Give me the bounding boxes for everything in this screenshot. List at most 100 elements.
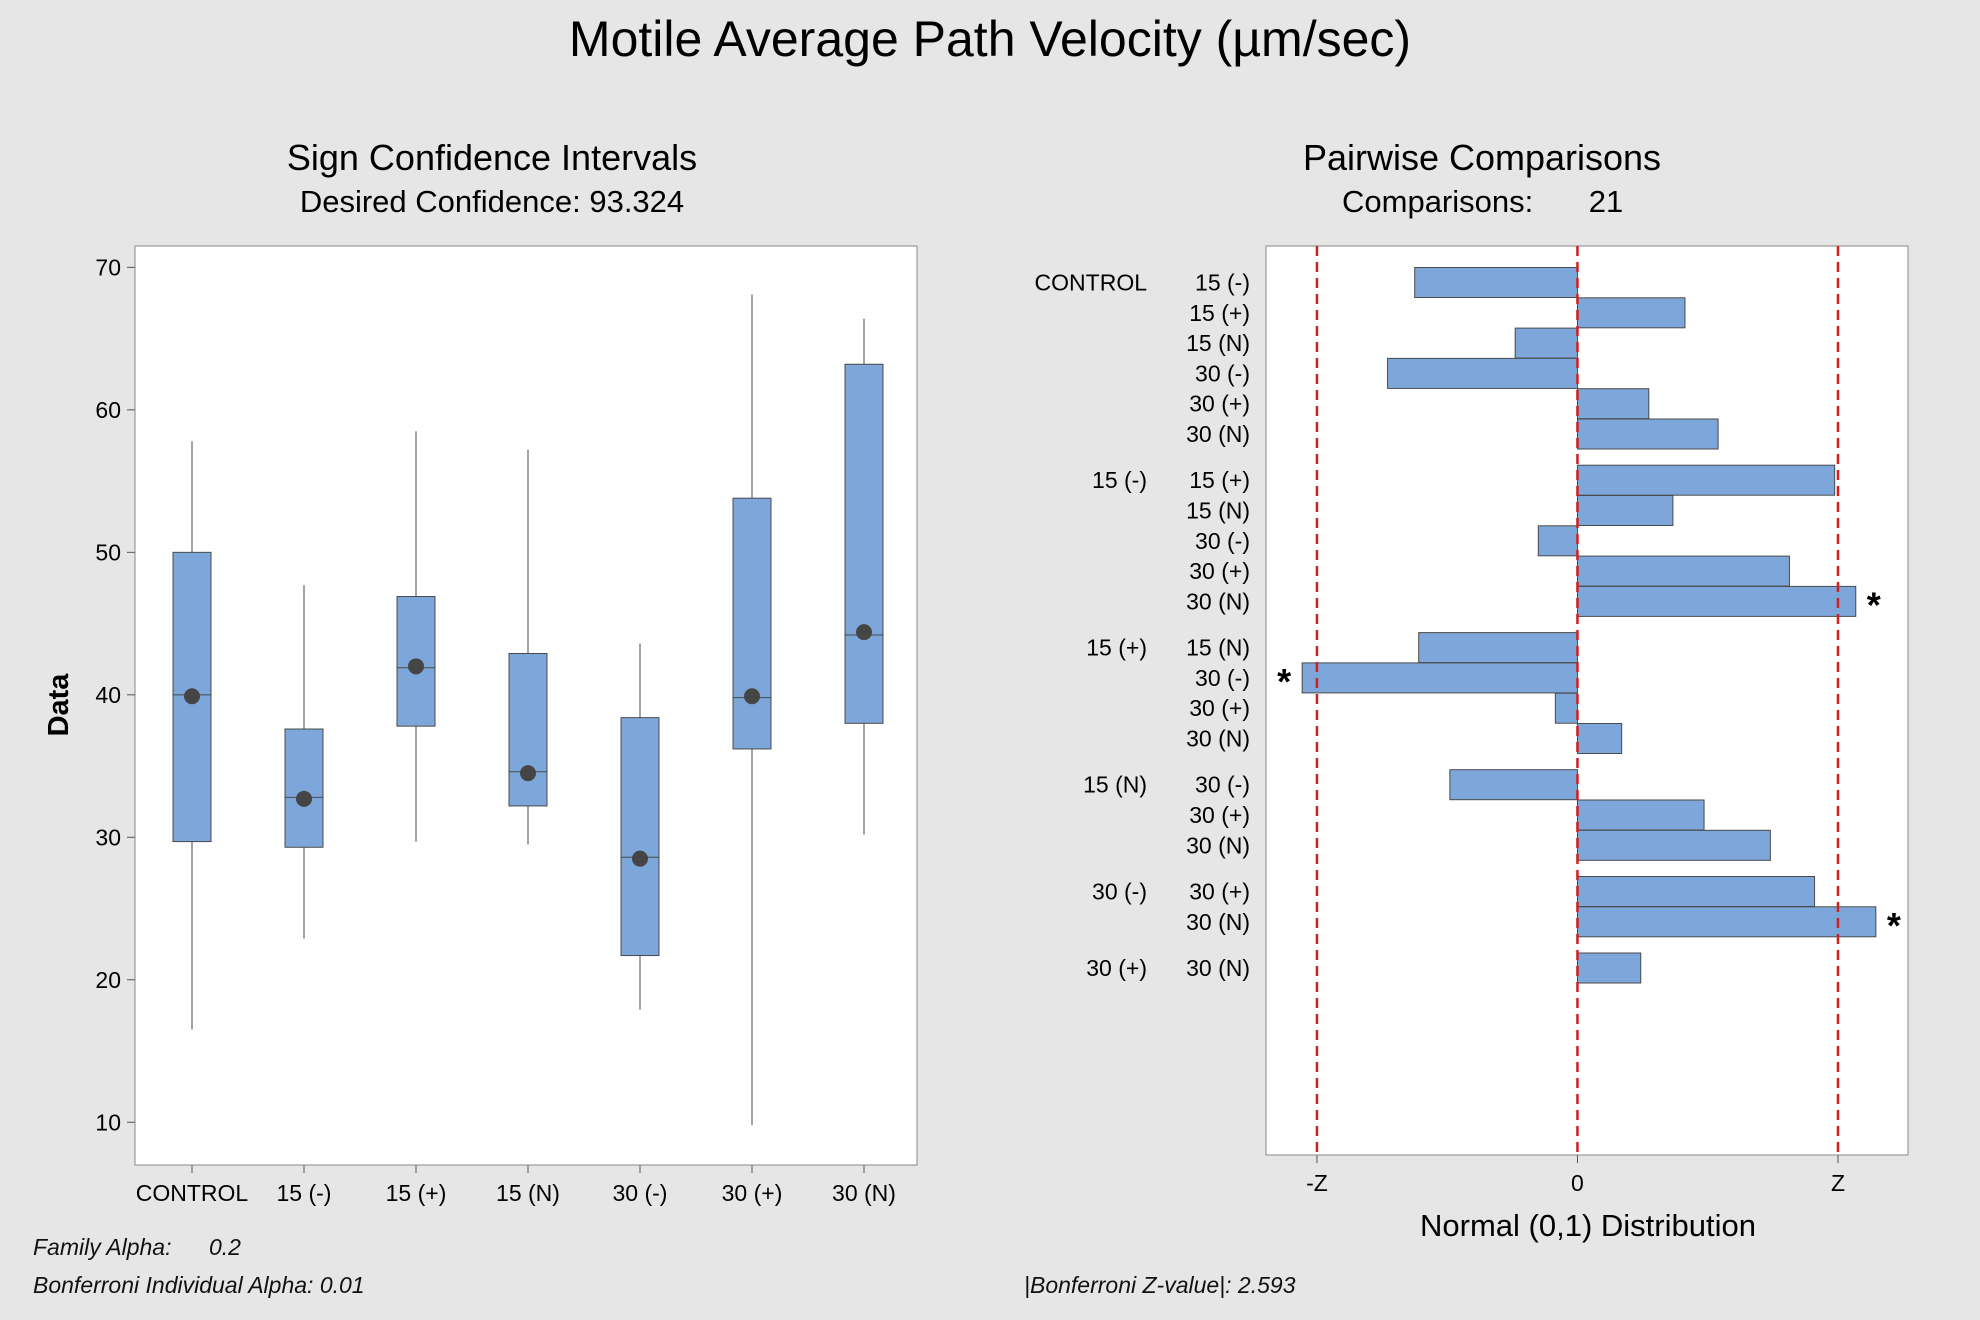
x-tick-label: CONTROL bbox=[136, 1180, 249, 1206]
group-label: CONTROL bbox=[1035, 270, 1148, 296]
reference-lines bbox=[1315, 246, 1840, 1155]
comparison-label: 15 (+) bbox=[1189, 467, 1250, 493]
left-axes: 10 20 30 40 50 60 70 CONTROL 15 (-) 15 (+) 15 (N) 3… bbox=[95, 254, 896, 1206]
box-plot-5 bbox=[732, 294, 772, 1126]
y-tick-label: 40 bbox=[95, 682, 121, 708]
median-point bbox=[520, 765, 536, 782]
comparison-label: 30 (N) bbox=[1186, 955, 1250, 981]
comparison-bar bbox=[1576, 799, 1705, 831]
group-label: 15 (N) bbox=[1083, 772, 1147, 798]
comparison-label: 15 (N) bbox=[1186, 635, 1250, 661]
iqr-box bbox=[844, 363, 884, 724]
comparison-bar bbox=[1449, 769, 1578, 801]
comparison-bar bbox=[1414, 267, 1578, 298]
pairwise-bars bbox=[1301, 267, 1877, 984]
iqr-box bbox=[284, 728, 324, 848]
comparison-bar bbox=[1301, 662, 1578, 694]
x-tick-label: 30 (N) bbox=[832, 1180, 896, 1206]
family-alpha-value: 0.2 bbox=[209, 1234, 241, 1260]
right-axes: -Z 0 Z bbox=[1306, 1155, 1845, 1196]
y-tick-label: 20 bbox=[95, 967, 121, 993]
comparison-label: 30 (-) bbox=[1195, 360, 1250, 386]
comparison-label: 30 (-) bbox=[1195, 528, 1250, 554]
comparison-label: 30 (-) bbox=[1195, 665, 1250, 691]
box-plots bbox=[172, 294, 884, 1126]
comparison-label: 15 (N) bbox=[1186, 330, 1250, 356]
comparison-label: 30 (N) bbox=[1186, 832, 1250, 858]
comparison-label: 15 (N) bbox=[1186, 498, 1250, 524]
x-tick-label: 30 (-) bbox=[613, 1180, 668, 1206]
comparison-bar bbox=[1576, 723, 1623, 754]
y-tick-label: 30 bbox=[95, 824, 121, 850]
comparison-label: 30 (N) bbox=[1186, 909, 1250, 935]
comparison-label: 30 (+) bbox=[1189, 802, 1250, 828]
comparison-label: 30 (N) bbox=[1186, 588, 1250, 614]
median-point bbox=[744, 688, 760, 705]
z-value-note: |Bonferroni Z-value|: 2.593 bbox=[1024, 1272, 1296, 1298]
right-x-axis-label: Normal (0,1) Distribution bbox=[1420, 1208, 1756, 1243]
box-plot-4 bbox=[620, 643, 660, 1010]
comparison-label: 30 (N) bbox=[1186, 726, 1250, 752]
comparison-label: 30 (+) bbox=[1189, 695, 1250, 721]
median-point bbox=[408, 658, 424, 675]
comparison-label: 30 (+) bbox=[1189, 558, 1250, 584]
comparison-label: 30 (+) bbox=[1189, 879, 1250, 905]
group-label: 30 (-) bbox=[1092, 879, 1147, 905]
pairwise-labels: CONTROL 15 (-) 15 (+) 15 (N) 30 (-) 30 (+) 30 … bbox=[1035, 270, 1901, 982]
group-label: 15 (-) bbox=[1092, 467, 1147, 493]
comparisons-label: Comparisons: bbox=[1342, 184, 1533, 219]
individual-alpha-note: Bonferroni Individual Alpha: 0.01 bbox=[33, 1272, 365, 1298]
comparison-bar bbox=[1576, 906, 1877, 938]
comparison-bar bbox=[1554, 692, 1578, 724]
x-tick-label: Z bbox=[1831, 1170, 1845, 1196]
box-plot-0 bbox=[172, 441, 212, 1030]
comparison-bar bbox=[1537, 525, 1578, 557]
comparison-label: 30 (-) bbox=[1195, 772, 1250, 798]
main-title: Motile Average Path Velocity (µm/sec) bbox=[568, 11, 1412, 67]
comparison-bar bbox=[1576, 495, 1674, 526]
group-label: 15 (+) bbox=[1086, 635, 1147, 661]
comparison-bar bbox=[1418, 632, 1578, 664]
median-point bbox=[856, 624, 872, 641]
comparison-bar bbox=[1576, 876, 1816, 907]
comparison-label: 15 (+) bbox=[1189, 300, 1250, 326]
x-tick-label: -Z bbox=[1306, 1170, 1328, 1196]
box-plot-6 bbox=[844, 318, 884, 835]
comparison-bar bbox=[1576, 585, 1857, 617]
right-plot-area bbox=[1265, 245, 1909, 1156]
sign-ci-panel: Sign Confidence Intervals Desired Confid… bbox=[43, 137, 918, 1206]
group-label: 30 (+) bbox=[1086, 955, 1147, 981]
pairwise-panel: Pairwise Comparisons Comparisons: 21 CON… bbox=[1035, 137, 1909, 1243]
comparison-bar bbox=[1576, 418, 1719, 450]
comparison-bar bbox=[1576, 464, 1836, 496]
left-chart-subtitle: Desired Confidence: 93.324 bbox=[300, 184, 684, 219]
iqr-box bbox=[508, 652, 548, 807]
box-plot-2 bbox=[396, 431, 436, 842]
comparison-label: 30 (N) bbox=[1186, 421, 1250, 447]
iqr-box bbox=[732, 497, 772, 750]
comparison-bar bbox=[1576, 952, 1642, 984]
x-tick-label: 15 (+) bbox=[386, 1180, 447, 1206]
x-tick-label: 15 (-) bbox=[277, 1180, 332, 1206]
comparison-label: 30 (+) bbox=[1189, 391, 1250, 417]
comparisons-value: 21 bbox=[1589, 184, 1623, 219]
x-tick-label: 0 bbox=[1571, 1170, 1584, 1196]
left-y-axis-label: Data bbox=[43, 673, 75, 737]
y-tick-label: 70 bbox=[95, 254, 121, 280]
significance-marker: * bbox=[1867, 584, 1881, 625]
comparison-bar bbox=[1576, 388, 1650, 420]
x-tick-label: 15 (N) bbox=[496, 1180, 560, 1206]
iqr-box bbox=[620, 717, 660, 957]
left-chart-title: Sign Confidence Intervals bbox=[287, 137, 697, 178]
right-chart-title: Pairwise Comparisons bbox=[1303, 137, 1661, 178]
y-tick-label: 50 bbox=[95, 539, 121, 565]
x-tick-label: 30 (+) bbox=[722, 1180, 783, 1206]
comparison-bar bbox=[1387, 357, 1578, 389]
comparison-label: 15 (-) bbox=[1195, 270, 1250, 296]
box-plot-1 bbox=[284, 585, 324, 939]
significance-marker: * bbox=[1277, 661, 1291, 702]
median-point bbox=[296, 790, 312, 807]
comparison-bar bbox=[1576, 297, 1686, 329]
comparison-bar bbox=[1576, 829, 1771, 861]
